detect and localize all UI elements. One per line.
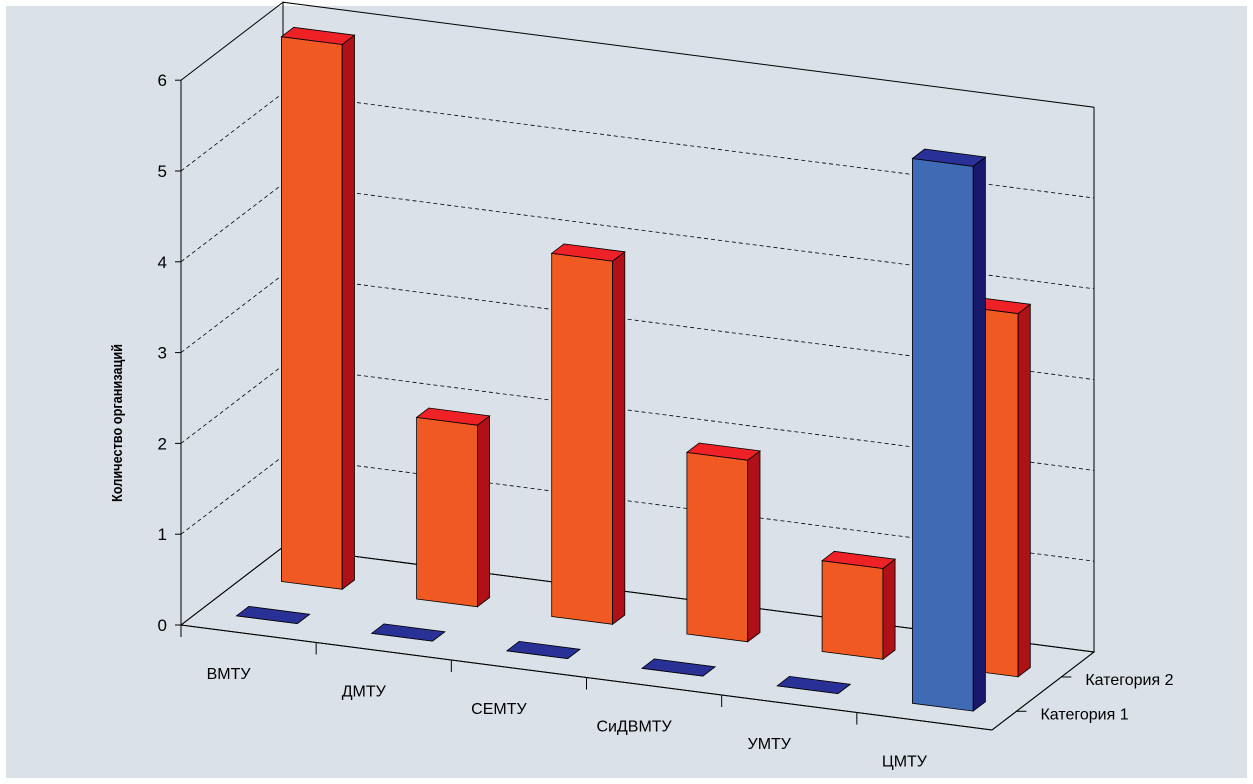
bar-series1-4 — [776, 675, 852, 695]
bar-series2-4-top — [821, 550, 897, 569]
bar-series2-1 — [415, 407, 491, 608]
x-tick-label: ВМТУ — [207, 666, 252, 683]
bar-series1-5-top — [911, 148, 987, 167]
bar-series2-1-top — [415, 407, 491, 426]
bar-series1-4-top — [776, 675, 852, 695]
bar-series1-5 — [911, 148, 987, 712]
bar-series2-2 — [550, 243, 626, 626]
y-tick-label: 0 — [158, 616, 167, 635]
depth-axis-labels: Категория 2 Категория 1 — [1016, 672, 1174, 723]
y-tick-labels: 0 1 2 3 4 5 6 — [158, 71, 181, 635]
chart-background — [6, 6, 1247, 778]
bar-series2-3-side — [747, 450, 761, 643]
bar-series2-2-side — [612, 250, 626, 626]
bar-series2-3 — [685, 442, 762, 643]
bar-series2-0-side — [341, 34, 355, 591]
bar-series2-3-top — [685, 442, 762, 461]
depth-label: Категория 2 — [1085, 672, 1173, 689]
y-tick-label: 5 — [158, 162, 167, 181]
y-axis-label: Количество организаций — [108, 344, 125, 502]
bar-series1-2-top — [505, 640, 581, 660]
bar-series2-0 — [280, 26, 356, 591]
bar-series1-3 — [640, 658, 717, 677]
bar-series1-5-side — [972, 156, 986, 712]
x-tick-label: СиДВМТУ — [596, 718, 672, 735]
depth-axis-line — [991, 651, 1095, 731]
bar-series1-0 — [235, 605, 311, 625]
bar-series1-2 — [505, 640, 581, 660]
y-tick-label: 2 — [158, 434, 167, 453]
bar-series2-5-side — [1017, 303, 1031, 678]
depth-label: Категория 1 — [1040, 706, 1128, 723]
bar-series2-1-front — [416, 416, 478, 608]
bar-series1-5-front — [912, 158, 974, 712]
bar-series2-3-front — [686, 451, 749, 643]
series-1-bars — [235, 148, 987, 712]
x-tick-label: УМТУ — [748, 736, 792, 753]
bar-series2-2-front — [551, 252, 613, 625]
bar-series1-3-top — [640, 658, 717, 677]
bar-series2-4 — [821, 550, 897, 661]
bar-series1-1 — [370, 623, 446, 642]
x-tick-label: ЦМТУ — [882, 753, 928, 770]
bar-series1-1-top — [370, 623, 446, 642]
x-tick-labels: ВМТУ ДМТУ СЕМТУ СиДВМТУ УМТУ ЦМТУ — [180, 625, 928, 770]
bar-series2-0-top — [280, 26, 356, 45]
y-tick-label: 3 — [158, 344, 167, 363]
y-tick-label: 4 — [158, 253, 167, 272]
bar-series2-0-front — [280, 36, 343, 590]
bar-series2-4-front — [821, 560, 884, 660]
x-tick-label: СЕМТУ — [471, 701, 527, 718]
x-tick-label: ДМТУ — [342, 683, 387, 700]
bar-series2-4-side — [882, 558, 896, 661]
bar-series2-1-side — [476, 415, 491, 608]
y-tick-label: 1 — [158, 525, 167, 544]
y-tick-label: 6 — [158, 71, 167, 90]
bar-series1-0-top — [235, 605, 311, 625]
bar-series2-2-top — [550, 243, 626, 262]
